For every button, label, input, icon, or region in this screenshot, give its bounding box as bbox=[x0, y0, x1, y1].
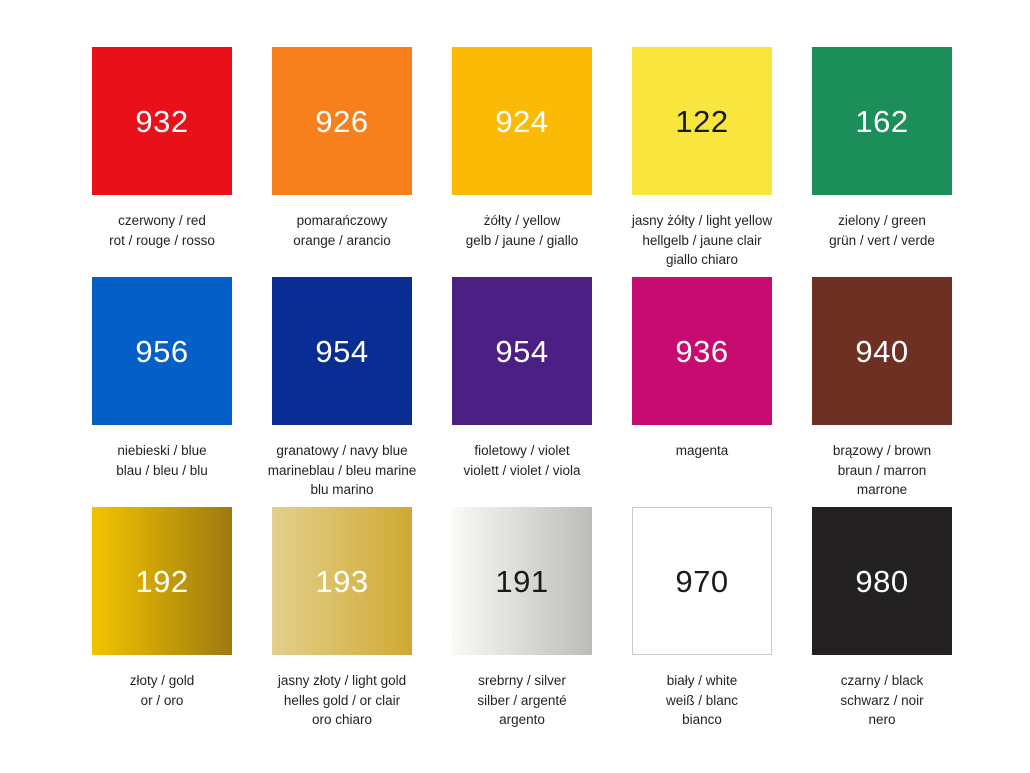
color-code-label: 970 bbox=[675, 563, 729, 599]
color-code-label: 954 bbox=[315, 333, 369, 369]
caption-line: żółty / yellow bbox=[483, 213, 561, 228]
caption-line: magenta bbox=[675, 443, 729, 458]
color-chip[interactable]: 193 bbox=[272, 507, 412, 655]
swatch-cell: 954 granatowy / navy blue marineblau / ble… bbox=[252, 277, 432, 507]
swatch-cell: 926 pomarańczowy orange / arancio bbox=[252, 47, 432, 277]
caption-line: hellgelb / jaune clair bbox=[642, 232, 762, 248]
color-chip[interactable]: 162 bbox=[812, 47, 952, 195]
swatch-cell: 191 srebrny / silver silber / argenté argen… bbox=[432, 507, 612, 737]
color-name-caption: brązowy / brown braun / marron marrone bbox=[792, 441, 972, 500]
color-chip[interactable]: 956 bbox=[92, 277, 232, 425]
caption-line: granatowy / navy blue bbox=[276, 443, 408, 458]
caption-line: helles gold / or clair bbox=[283, 692, 401, 708]
color-code-label: 954 bbox=[495, 333, 549, 369]
color-chip[interactable]: 924 bbox=[452, 47, 592, 195]
caption-line: rot / rouge / rosso bbox=[109, 232, 215, 248]
color-name-caption: żółty / yellow gelb / jaune / giallo bbox=[432, 211, 612, 250]
caption-line: braun / marron bbox=[837, 462, 927, 478]
caption-line: czerwony / red bbox=[118, 213, 206, 228]
color-code-label: 926 bbox=[315, 103, 369, 139]
caption-line: schwarz / noir bbox=[840, 692, 924, 708]
color-code-label: 980 bbox=[855, 563, 909, 599]
color-code-label: 191 bbox=[495, 563, 549, 599]
color-code-label: 956 bbox=[135, 333, 189, 369]
caption-line: grün / vert / verde bbox=[829, 232, 935, 248]
caption-line: jasny złoty / light gold bbox=[277, 673, 407, 688]
swatch-cell: 970 biały / white weiß / blanc bianco bbox=[612, 507, 792, 737]
swatch-cell: 940 brązowy / brown braun / marron marrone bbox=[792, 277, 972, 507]
swatch-cell: 162 zielony / green grün / vert / verde bbox=[792, 47, 972, 277]
caption-line: czarny / black bbox=[840, 673, 924, 688]
color-chip[interactable]: 980 bbox=[812, 507, 952, 655]
caption-line: marrone bbox=[856, 482, 908, 497]
caption-line: blu marino bbox=[310, 482, 374, 497]
caption-line: biały / white bbox=[666, 673, 738, 688]
color-name-caption: zielony / green grün / vert / verde bbox=[792, 211, 972, 250]
caption-line: silber / argenté bbox=[477, 692, 567, 708]
color-chip[interactable]: 926 bbox=[272, 47, 412, 195]
caption-line: złoty / gold bbox=[129, 673, 195, 688]
color-name-caption: granatowy / navy blue marineblau / bleu m… bbox=[252, 441, 432, 500]
caption-line: bianco bbox=[682, 712, 722, 727]
swatch-cell: 122 jasny żółty / light yellow hellgelb / … bbox=[612, 47, 792, 277]
caption-line: gelb / jaune / giallo bbox=[465, 232, 579, 248]
color-code-label: 122 bbox=[675, 103, 729, 139]
color-name-caption: biały / white weiß / blanc bianco bbox=[612, 671, 792, 730]
caption-line: weiß / blanc bbox=[665, 692, 739, 708]
color-name-caption: niebieski / blue blau / bleu / blu bbox=[72, 441, 252, 480]
color-name-caption: złoty / gold or / oro bbox=[72, 671, 252, 710]
caption-line: or / oro bbox=[140, 692, 184, 708]
color-code-label: 192 bbox=[135, 563, 189, 599]
color-code-label: 940 bbox=[855, 333, 909, 369]
caption-line: oro chiaro bbox=[311, 712, 373, 727]
swatch-cell: 932 czerwony / red rot / rouge / rosso bbox=[72, 47, 252, 277]
caption-line: blau / bleu / blu bbox=[116, 462, 208, 478]
swatch-cell: 980 czarny / black schwarz / noir nero bbox=[792, 507, 972, 737]
caption-line: fioletowy / violet bbox=[474, 443, 570, 458]
color-code-label: 193 bbox=[315, 563, 369, 599]
caption-line: argento bbox=[499, 712, 545, 727]
color-chip[interactable]: 932 bbox=[92, 47, 232, 195]
color-code-label: 924 bbox=[495, 103, 549, 139]
color-name-caption: fioletowy / violet violett / violet / vio… bbox=[432, 441, 612, 480]
caption-line: orange / arancio bbox=[293, 232, 391, 248]
color-name-caption: magenta bbox=[612, 441, 792, 461]
color-name-caption: pomarańczowy orange / arancio bbox=[252, 211, 432, 250]
color-name-caption: czarny / black schwarz / noir nero bbox=[792, 671, 972, 730]
caption-line: brązowy / brown bbox=[832, 443, 932, 458]
swatch-cell: 193 jasny złoty / light gold helles gold /… bbox=[252, 507, 432, 737]
color-chip[interactable]: 191 bbox=[452, 507, 592, 655]
caption-line: giallo chiaro bbox=[665, 252, 739, 267]
color-chip[interactable]: 122 bbox=[632, 47, 772, 195]
color-name-caption: jasny żółty / light yellow hellgelb / jau… bbox=[612, 211, 792, 270]
caption-line: zielony / green bbox=[838, 213, 926, 228]
caption-line: niebieski / blue bbox=[117, 443, 207, 458]
swatch-cell: 936 magenta bbox=[612, 277, 792, 507]
swatch-cell: 956 niebieski / blue blau / bleu / blu bbox=[72, 277, 252, 507]
caption-line: marineblau / bleu marine bbox=[267, 462, 417, 478]
swatch-cell: 192 złoty / gold or / oro bbox=[72, 507, 252, 737]
caption-line: jasny żółty / light yellow bbox=[631, 213, 773, 228]
color-name-caption: jasny złoty / light gold helles gold / or… bbox=[252, 671, 432, 730]
caption-line: violett / violet / viola bbox=[463, 462, 581, 478]
color-code-label: 162 bbox=[855, 103, 909, 139]
caption-line: nero bbox=[868, 712, 896, 727]
color-chip[interactable]: 970 bbox=[632, 507, 772, 655]
color-code-label: 932 bbox=[135, 103, 189, 139]
caption-line: pomarańczowy bbox=[296, 213, 388, 228]
color-chip[interactable]: 954 bbox=[272, 277, 412, 425]
caption-line: srebrny / silver bbox=[478, 673, 566, 688]
color-chip[interactable]: 954 bbox=[452, 277, 592, 425]
color-code-label: 936 bbox=[675, 333, 729, 369]
swatch-cell: 954 fioletowy / violet violett / violet / … bbox=[432, 277, 612, 507]
color-name-caption: czerwony / red rot / rouge / rosso bbox=[72, 211, 252, 250]
color-chip[interactable]: 192 bbox=[92, 507, 232, 655]
swatch-cell: 924 żółty / yellow gelb / jaune / giallo bbox=[432, 47, 612, 277]
color-name-caption: srebrny / silver silber / argenté argento bbox=[432, 671, 612, 730]
color-chip[interactable]: 936 bbox=[632, 277, 772, 425]
color-chip[interactable]: 940 bbox=[812, 277, 952, 425]
